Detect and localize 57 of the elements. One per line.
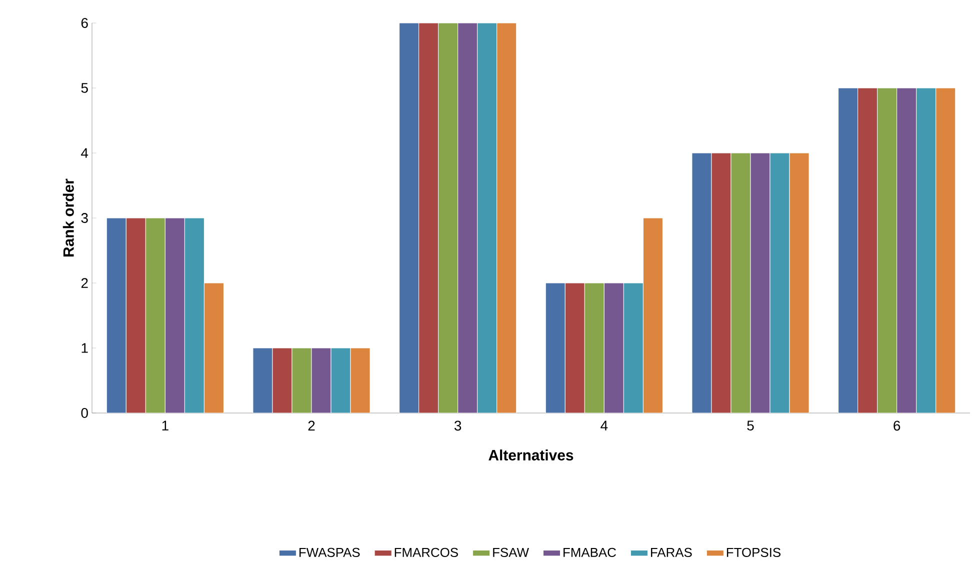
x-tick-label: 3 <box>454 420 462 430</box>
bar <box>311 348 332 413</box>
y-tick-label: 3 <box>81 212 88 223</box>
bar <box>858 88 878 413</box>
bar <box>350 348 370 413</box>
bar <box>438 22 458 413</box>
bar <box>623 282 644 413</box>
bar <box>126 218 146 413</box>
legend-label: FTOPSIS <box>726 548 780 557</box>
bar <box>106 218 126 413</box>
bar <box>145 218 166 413</box>
y-tick-label: 1 <box>82 343 88 353</box>
legend-label: FMABAC <box>564 548 616 557</box>
x-tick-label: 6 <box>894 420 900 430</box>
bar <box>936 88 956 413</box>
x-tick-label: 2 <box>308 420 315 430</box>
bar <box>496 22 517 413</box>
x-tick-label: 1 <box>162 420 168 430</box>
bar <box>877 88 898 413</box>
bar <box>204 282 224 413</box>
bar <box>418 22 439 413</box>
y-tick-label: 0 <box>81 408 88 418</box>
bar <box>604 282 624 413</box>
bar <box>692 152 712 413</box>
x-tick-label: 5 <box>747 420 754 430</box>
x-tick-label: 4 <box>600 420 608 430</box>
bar <box>184 218 204 413</box>
bar <box>399 22 420 413</box>
y-axis-title: Rank order <box>62 178 74 256</box>
bar <box>545 282 566 413</box>
bar <box>252 348 273 413</box>
y-tick-label: 6 <box>81 18 88 28</box>
bar <box>164 218 185 413</box>
x-axis-title: Alternatives <box>488 449 574 460</box>
bar <box>730 152 751 413</box>
bar <box>750 152 770 413</box>
legend-label: FSAW <box>493 548 529 557</box>
bar <box>711 152 732 413</box>
bar <box>789 152 810 413</box>
bar <box>642 218 663 413</box>
y-tick-label: 4 <box>81 148 88 158</box>
bar <box>838 88 858 413</box>
legend-label: FMARCOS <box>394 548 458 557</box>
bar <box>330 348 351 413</box>
bar <box>292 348 312 413</box>
bar <box>272 348 292 413</box>
bar <box>584 282 604 413</box>
legend-label: FWASPAS <box>299 548 360 557</box>
y-tick-label: 2 <box>81 278 88 288</box>
bar <box>564 282 585 413</box>
legend-label: FARAS <box>651 548 692 557</box>
y-tick-label: 5 <box>81 82 88 93</box>
bar <box>916 88 936 413</box>
bar <box>458 22 478 413</box>
bar <box>770 152 790 413</box>
bar <box>896 88 917 413</box>
bar <box>477 22 498 413</box>
